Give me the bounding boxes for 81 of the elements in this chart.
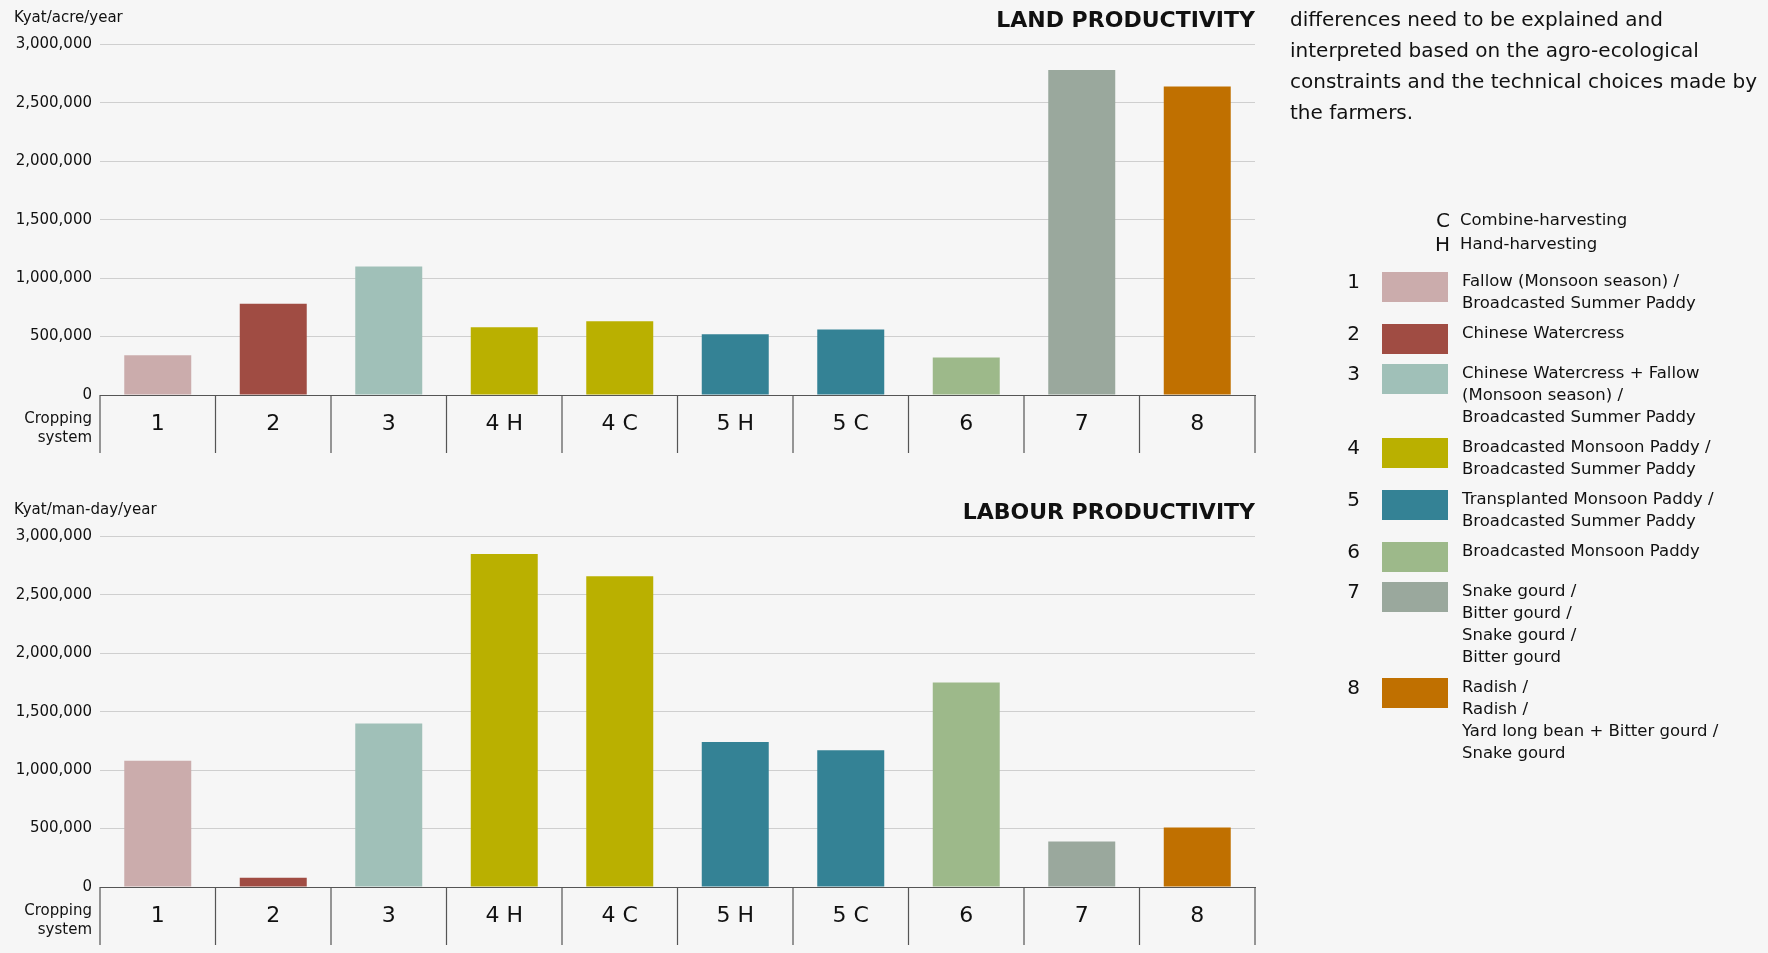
bar [932, 682, 1000, 887]
bar [701, 742, 769, 887]
y-tick-label: 2,000,000 [15, 151, 92, 170]
x-tick-label: 4 C [601, 901, 638, 927]
y-tick-label: 1,000,000 [15, 268, 92, 287]
x-tick-label: 7 [1074, 409, 1089, 435]
y-tick-label: 0 [82, 384, 92, 403]
bar [239, 877, 307, 887]
category-label: 1 [1346, 269, 1361, 293]
category-label: 6 [1346, 539, 1361, 563]
bar [355, 723, 423, 887]
bar [817, 750, 885, 887]
text: differences need to be explained and interpreted based on the agro-ecological constraints and the technical choices made by the farmers. [1290, 6, 1759, 126]
y-tick-label: 1,000,000 [15, 760, 92, 779]
bar [239, 303, 307, 395]
bar [701, 334, 769, 395]
text: Chinese Watercress + Fallow (Monsoon season) / Broadcasted Summer Paddy [1462, 362, 1700, 428]
category-label: 4 [1346, 435, 1361, 459]
x-tick-label: 5 H [716, 901, 755, 927]
x-tick-label: 4 C [601, 409, 638, 435]
bar [124, 355, 192, 395]
category-label: 7 [1346, 579, 1361, 603]
bar [932, 357, 1000, 395]
text: Broadcasted Monsoon Paddy / Broadcasted Summer Paddy [1462, 436, 1711, 480]
y-tick-label: 3,000,000 [15, 526, 92, 545]
bar [124, 760, 192, 887]
y-tick-label: 3,000,000 [15, 34, 92, 53]
category-label: 8 [1346, 675, 1361, 699]
y-axis-title: Kyat/man-day/year [14, 500, 158, 518]
x-tick-label: 4 H [485, 409, 524, 435]
x-tick-label: 5 H [716, 409, 755, 435]
bar [470, 553, 538, 887]
y-tick-label: 2,000,000 [15, 643, 92, 662]
text: Combine-harvesting [1460, 210, 1628, 229]
x-tick-label: 6 [959, 901, 974, 927]
x-tick-label: 2 [266, 901, 281, 927]
text: Broadcasted Monsoon Paddy [1462, 540, 1700, 562]
bar [1048, 70, 1116, 395]
chart-title: LAND PRODUCTIVITY [996, 6, 1257, 32]
text: Hand-harvesting [1460, 234, 1598, 253]
bar [586, 321, 654, 395]
chart-title: LABOUR PRODUCTIVITY [962, 498, 1257, 524]
x-tick-label: 2 [266, 409, 281, 435]
x-axis-title: Cropping system [24, 901, 92, 938]
x-axis-title: Cropping system [24, 409, 92, 446]
x-tick-label: 8 [1190, 409, 1205, 435]
x-tick-label: 4 H [485, 901, 524, 927]
bar [817, 329, 885, 395]
y-tick-label: 2,500,000 [15, 584, 92, 603]
category-label: 2 [1346, 321, 1361, 345]
y-tick-label: 0 [82, 876, 92, 895]
text: Radish / Radish / Yard long bean + Bitter gourd / Snake gourd [1462, 676, 1719, 764]
text: Chinese Watercress [1462, 322, 1625, 344]
bar [586, 576, 654, 887]
category-label: 3 [1346, 361, 1361, 385]
y-axis-title: Kyat/acre/year [14, 8, 124, 26]
x-tick-label: 1 [150, 901, 165, 927]
x-tick-label: 1 [150, 409, 165, 435]
bar [1163, 86, 1231, 395]
bar [1048, 841, 1116, 887]
y-tick-label: 1,500,000 [15, 701, 92, 720]
y-tick-label: 500,000 [29, 818, 92, 837]
y-tick-label: 1,500,000 [15, 209, 92, 228]
x-tick-label: 3 [381, 409, 396, 435]
x-tick-label: 7 [1074, 901, 1089, 927]
text: Fallow (Monsoon season) / Broadcasted Summer Paddy [1462, 270, 1696, 314]
text: C [1436, 208, 1450, 232]
text: H [1434, 232, 1450, 256]
x-tick-label: 6 [959, 409, 974, 435]
x-tick-label: 5 C [832, 901, 869, 927]
bar [1163, 827, 1231, 887]
bar [470, 327, 538, 395]
y-tick-label: 500,000 [29, 326, 92, 345]
text: Transplanted Monsoon Paddy / Broadcasted Summer Paddy [1462, 488, 1714, 532]
category-label: 5 [1346, 487, 1361, 511]
text: Snake gourd / Bitter gourd / Snake gourd / Bitter gourd [1462, 580, 1577, 668]
x-tick-label: 5 C [832, 409, 869, 435]
x-tick-label: 8 [1190, 901, 1205, 927]
y-tick-label: 2,500,000 [15, 92, 92, 111]
x-tick-label: 3 [381, 901, 396, 927]
bar [355, 266, 423, 395]
